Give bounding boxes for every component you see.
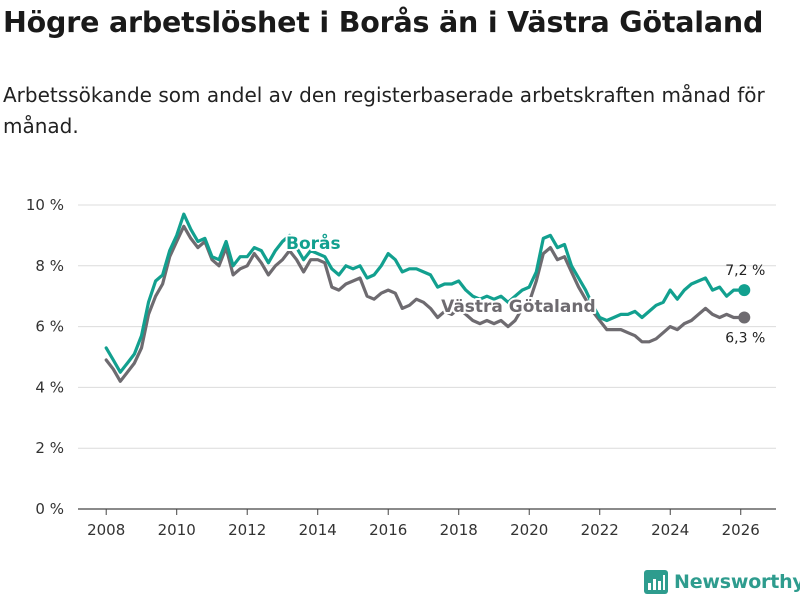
series-end-dot-västra-götaland [738,311,751,324]
y-tick-label: 10 % [26,196,64,214]
series-line-borås [104,212,746,374]
series-label-boras: Borås [286,232,341,254]
newsworthy-logo-icon [644,570,668,594]
x-tick-label: 2012 [228,521,266,539]
x-tick-label: 2010 [158,521,196,539]
x-tick-label: 2022 [581,521,619,539]
x-tick-label: 2016 [369,521,407,539]
page-title: Högre arbetslöshet i Borås än i Västra G… [3,6,764,39]
brand-logo: Newsworthy [644,570,800,594]
x-tick-label: 2014 [299,521,337,539]
brand-name: Newsworthy [674,571,800,593]
series-end-dot-borås [738,284,751,297]
end-value-label-vastra-gotaland: 6,3 % [725,330,765,346]
y-tick-label: 8 % [35,257,64,275]
y-tick-label: 0 % [35,500,64,518]
x-tick-label: 2024 [651,521,689,539]
y-tick-label: 4 % [35,378,64,396]
page-subtitle: Arbetssökande som andel av den registerb… [3,83,765,138]
x-tick-label: 2026 [722,521,760,539]
x-tick-label: 2008 [87,521,125,539]
series-label-vastra-gotaland: Västra Götaland [441,297,596,317]
series-line-västra-götaland [104,224,746,383]
y-tick-label: 2 % [35,439,64,457]
x-tick-label: 2020 [510,521,548,539]
y-tick-label: 6 % [35,318,64,336]
end-value-label-boras: 7,2 % [725,263,765,279]
x-tick-label: 2018 [440,521,478,539]
